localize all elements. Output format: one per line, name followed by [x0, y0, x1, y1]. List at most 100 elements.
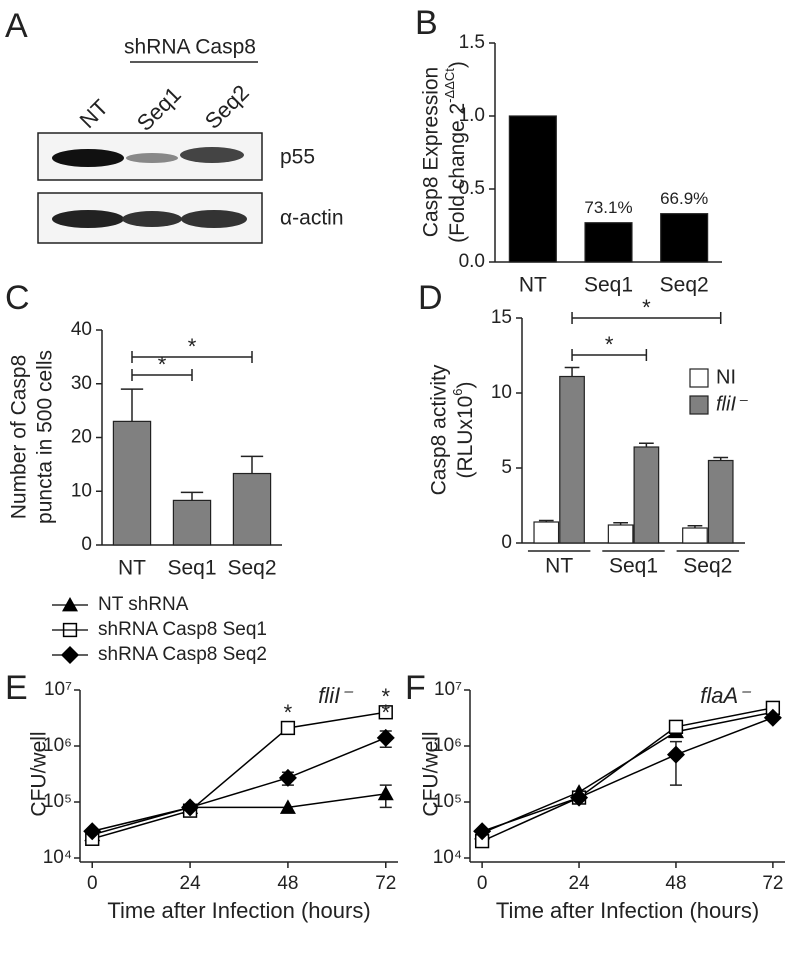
bar — [112, 420, 152, 546]
lane-label: NT — [75, 95, 113, 133]
significance-bracket — [131, 351, 253, 363]
x-tick-label: 72 — [375, 873, 396, 894]
y-axis-label: puncta in 500 cells — [34, 350, 57, 524]
y-axis-label: Casp8 Expression — [420, 67, 443, 237]
bar — [660, 213, 709, 263]
error-bar — [564, 366, 580, 377]
x-axis-label: Time after Infection (hours) — [107, 898, 370, 923]
significance-label: * — [158, 352, 167, 377]
x-tick-label: NT — [519, 274, 547, 297]
x-tick-label: Seq2 — [227, 557, 276, 580]
y-tick-label: 0.5 — [459, 178, 485, 199]
panel-letter: E — [5, 669, 28, 707]
point — [279, 799, 296, 814]
legend-label: NT shRNA — [98, 594, 189, 615]
bar — [533, 521, 560, 544]
x-tick-label: Seq1 — [167, 557, 216, 580]
point — [668, 719, 684, 734]
legend-label: shRNA Casp8 Seq2 — [98, 644, 267, 665]
series-line — [481, 707, 774, 842]
group-label: shRNA Casp8 — [124, 36, 256, 59]
y-axis-label: CFU/well — [420, 731, 443, 816]
y-axis-label-part: -ΔΔCt — [442, 68, 457, 103]
point — [83, 822, 102, 841]
panel-letter: D — [418, 279, 443, 317]
legend-label: NI — [716, 366, 736, 388]
x-tick-label: Seq1 — [609, 555, 658, 578]
series-line — [481, 717, 774, 832]
x-tick-label: Seq2 — [660, 274, 709, 297]
y-tick-label: 10⁵ — [433, 791, 462, 812]
bar-annotation: 73.1% — [584, 198, 632, 217]
band-label: α-actin — [280, 207, 344, 230]
y-tick-label: 10⁷ — [44, 679, 72, 700]
significance-bracket — [571, 312, 722, 324]
error-bar — [538, 519, 554, 522]
chart-title: fliI⁻ — [318, 683, 354, 708]
y-tick-label: 1.0 — [459, 105, 485, 126]
y-axis-label-part: ) — [446, 61, 469, 68]
y-tick-label: 10⁷ — [434, 679, 462, 700]
significance-bracket — [131, 369, 193, 381]
panel-letter: F — [405, 669, 426, 707]
x-tick-label: 48 — [277, 873, 298, 894]
series-line — [92, 793, 386, 836]
y-axis-label-part: (RLUx10 — [454, 396, 477, 479]
x-tick-label: 0 — [87, 873, 98, 894]
y-tick-label: 10⁴ — [433, 847, 462, 868]
y-tick-label: 0.0 — [459, 251, 485, 272]
y-tick-label: 10 — [71, 480, 92, 501]
y-tick-label: 0 — [81, 534, 92, 555]
x-tick-label: Seq1 — [584, 274, 633, 297]
bar — [682, 527, 708, 544]
y-tick-label: 10⁴ — [43, 847, 72, 868]
legend-marker — [62, 597, 78, 612]
point — [278, 768, 297, 787]
point — [473, 822, 492, 841]
y-tick-label: 1.5 — [459, 32, 485, 53]
point — [280, 720, 296, 736]
x-tick-label: NT — [545, 555, 573, 578]
point — [376, 728, 395, 747]
y-tick-label: 10⁶ — [43, 735, 72, 756]
bar — [508, 115, 557, 263]
significance-label: * — [188, 334, 197, 359]
bar — [172, 499, 212, 546]
y-tick-label: 10 — [491, 382, 512, 403]
y-axis-label-part: 6 — [450, 388, 465, 395]
legend-label: fliI⁻ — [716, 393, 748, 415]
x-tick-label: 72 — [762, 873, 783, 894]
significance-label: * — [642, 295, 651, 320]
y-tick-label: 30 — [71, 373, 92, 394]
series-line — [92, 711, 386, 840]
legend-swatch — [689, 368, 709, 388]
legend-swatch — [689, 395, 709, 415]
lane-label: Seq2 — [200, 80, 254, 134]
y-tick-label: 10⁶ — [433, 735, 462, 756]
y-tick-label: 40 — [71, 319, 92, 340]
y-tick-label: 15 — [491, 307, 512, 328]
error-bar — [713, 456, 729, 461]
y-tick-label: 0 — [501, 532, 512, 553]
bar-annotation: 66.9% — [660, 189, 708, 208]
point — [570, 788, 589, 807]
panel-letter: B — [415, 4, 438, 42]
y-axis-label: Number of Casp8 — [8, 355, 31, 520]
lane-label: Seq1 — [132, 82, 186, 136]
panel-letter: A — [5, 7, 28, 45]
x-tick-label: 0 — [477, 873, 488, 894]
series-line — [481, 711, 774, 834]
significance-label: * — [381, 684, 390, 709]
y-axis-label-part: (Fold change 2 — [446, 103, 469, 243]
significance-bracket — [571, 349, 648, 361]
y-axis-label: CFU/well — [28, 731, 51, 816]
y-axis-label: (RLUx106) — [450, 381, 477, 478]
error-bar — [639, 442, 654, 447]
chart-title: flaA⁻ — [700, 683, 752, 708]
bar — [232, 472, 272, 546]
bar — [707, 459, 734, 544]
x-tick-label: Seq2 — [683, 555, 732, 578]
point — [378, 705, 393, 720]
panel-letter: C — [5, 279, 30, 317]
